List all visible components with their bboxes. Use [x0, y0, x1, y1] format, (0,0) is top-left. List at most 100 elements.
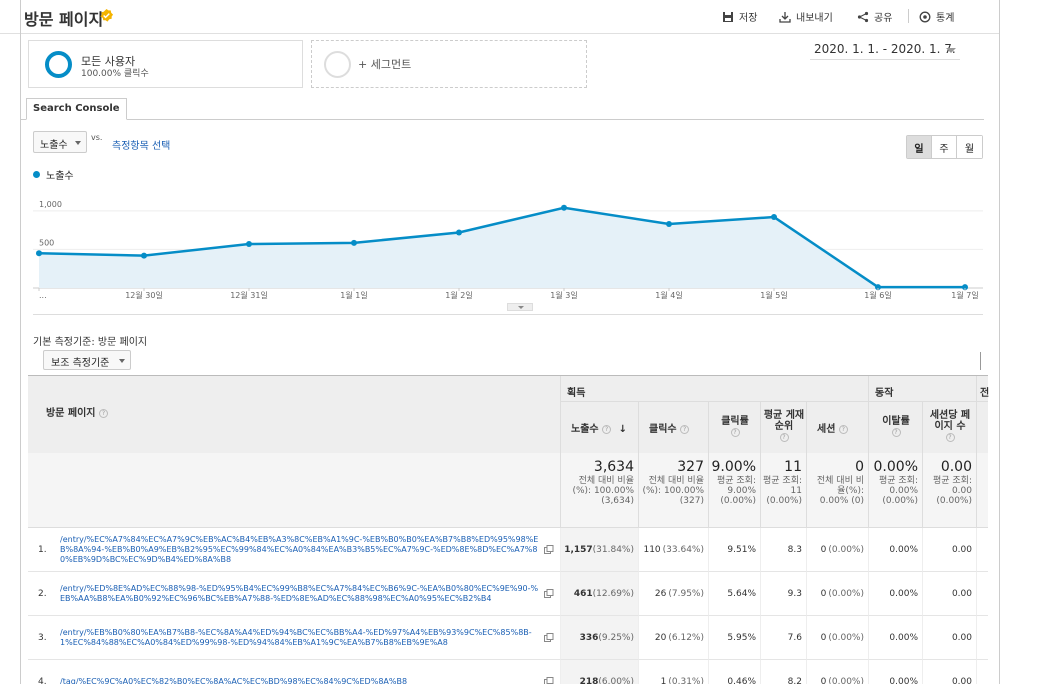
page-title: 방문 페이지 [24, 10, 104, 29]
export-button[interactable]: 내보내기 [779, 9, 833, 24]
select-metric-link[interactable]: 측정항목 선택 [112, 141, 171, 152]
verified-badge-icon [100, 8, 114, 22]
column-header-impressions[interactable]: 노출수 ? ↓ [560, 402, 638, 453]
series-line [38, 206, 965, 289]
cell-percent: (6.00%) [598, 676, 634, 684]
period-month-button[interactable]: 월 [957, 136, 982, 158]
impressions-chart: 1,000 500... 12월 30일 12월 31일 1월 1일 1월 2일 1월 3일… [33, 200, 983, 300]
add-segment-button[interactable]: + 세그먼트 [311, 40, 587, 88]
metric-dropdown[interactable]: 노출수 [33, 131, 87, 153]
data-point[interactable] [141, 252, 147, 259]
summary-detail: 평균 조회: 11 (0.00%) [763, 476, 803, 506]
cell-value: 0 [820, 632, 827, 643]
landing-page-link[interactable]: /entry/%ED%8E%AD%EC%88%98-%ED%95%B4%EC%9… [60, 583, 539, 603]
data-point[interactable] [962, 284, 968, 291]
cell-value: 218 [579, 676, 599, 684]
landing-page-link[interactable]: /tag/%EC%9C%A0%EC%82%B0%EC%8A%AC%EC%BD%9… [60, 676, 408, 684]
secondary-dimension-dropdown[interactable]: 보조 측정기준 [43, 350, 131, 370]
cell-percent: (33.64%) [662, 544, 704, 555]
help-icon: ? [602, 424, 612, 434]
help-icon: ? [838, 424, 848, 434]
summary-sessions: 0 전체 대비 비율(%): 0.00% (0) [806, 453, 868, 528]
data-point[interactable] [666, 220, 672, 227]
cell-value: 20 [654, 632, 667, 643]
period-day-button[interactable]: 일 [907, 136, 932, 158]
save-button[interactable]: 저장 [722, 9, 757, 24]
primary-dimension-label: 기본 측정기준: 방문 페이지 [33, 337, 148, 348]
help-icon: ? [98, 408, 108, 418]
row-number: 4. [38, 676, 47, 684]
insights-button[interactable]: 통계 [919, 9, 954, 24]
sessions-header-label: 세션 [817, 424, 836, 435]
summary-row-label [28, 453, 560, 528]
cell-truncated [976, 660, 988, 684]
column-header-bounce-rate[interactable]: 이탈률 ? [868, 402, 922, 453]
data-point[interactable] [875, 284, 881, 291]
table-scroll-edge [980, 352, 984, 370]
summary-pages-per-session: 0.00 평균 조회: 0.00 (0.00%) [922, 453, 976, 528]
date-range-picker[interactable]: 2020. 1. 1. - 2020. 1. 7. [810, 40, 960, 60]
cell-value: 0.00% [889, 676, 918, 684]
date-range-label: 2020. 1. 1. - 2020. 1. 7. [814, 42, 956, 56]
cell-bounce-rate: 0.00% [868, 660, 922, 684]
column-header-ctr[interactable]: 클릭률 ? [708, 402, 760, 453]
cell-value: 8.3 [787, 544, 802, 555]
x-tick-label: 12월 30일 [125, 290, 163, 300]
vs-label: vs. [91, 133, 103, 142]
cell-truncated [976, 616, 988, 660]
segment-all-users[interactable]: 모든 사용자 100.00% 클릭수 [28, 40, 303, 88]
cell-percent: (0.31%) [668, 676, 704, 684]
landing-page-link[interactable]: /entry/%EB%B0%80%EA%B7%B8-%EC%8A%A4%ED%9… [60, 627, 532, 647]
metric-dropdown-label: 노출수 [40, 140, 68, 151]
open-page-icon[interactable] [544, 677, 554, 684]
column-header-clicks[interactable]: 클릭수 ? [638, 402, 708, 453]
tab-search-console[interactable]: Search Console [26, 98, 127, 120]
cell-impressions: 218 (6.00%) [560, 660, 638, 684]
table-row: 1. /entry/%EC%A7%84%EC%A7%9C%EB%AC%B4%EB%… [28, 528, 560, 572]
cell-clicks: 20 (6.12%) [638, 616, 708, 660]
data-point[interactable] [771, 214, 777, 221]
chart-divider [33, 314, 983, 315]
cell-truncated [976, 528, 988, 572]
segment-share: 100.00% 클릭수 [81, 69, 149, 79]
report-header: 방문 페이지 저장 내보내기 공유 통계 [0, 0, 1000, 34]
data-point[interactable] [561, 204, 567, 211]
cell-value: 0 [820, 588, 827, 599]
summary-detail: 평균 조회: 9.00% (0.00%) [716, 476, 756, 506]
data-point[interactable] [36, 250, 42, 257]
x-tick-label: ... [39, 291, 47, 300]
help-icon: ? [891, 427, 901, 437]
summary-bounce-rate: 0.00% 평균 조회: 0.00% (0.00%) [868, 453, 922, 528]
summary-impressions: 3,634 전체 대비 비율(%): 100.00% (3,634) [560, 453, 638, 528]
share-button[interactable]: 공유 [857, 9, 892, 24]
add-segment-label: + 세그먼트 [358, 58, 412, 71]
column-header-landing-page[interactable]: 방문 페이지 ? [28, 376, 560, 453]
cell-value: 0 [820, 544, 827, 555]
column-header-truncated [976, 402, 988, 453]
sort-down-icon: ↓ [618, 424, 627, 435]
column-header-avg-position[interactable]: 평균 게재순위 ? [760, 402, 806, 453]
open-page-icon[interactable] [544, 589, 554, 598]
data-point[interactable] [246, 241, 252, 248]
summary-value: 3,634 [593, 459, 634, 475]
column-header-label: 방문 페이지 [46, 408, 96, 419]
cell-avg-position: 7.6 [760, 616, 806, 660]
avg-position-header-label: 평균 게재순위 [763, 410, 805, 432]
data-point[interactable] [456, 229, 462, 236]
cell-value: 0.00% [889, 544, 918, 555]
chevron-down-icon [946, 48, 956, 53]
summary-value: 9.00% [711, 459, 756, 475]
open-page-icon[interactable] [544, 633, 554, 642]
chart-resize-handle[interactable] [507, 303, 533, 311]
y-tick-label: 500 [39, 238, 54, 247]
table-row: 3. /entry/%EB%B0%80%EA%B7%B8-%EC%8A%A4%ED… [28, 616, 560, 660]
period-week-button[interactable]: 주 [932, 136, 957, 158]
cell-value: 8.2 [787, 676, 802, 684]
column-header-sessions[interactable]: 세션 ? [806, 402, 868, 453]
open-page-icon[interactable] [544, 545, 554, 554]
landing-page-link[interactable]: /entry/%EC%A7%84%EC%A7%9C%EB%AC%B4%EB%A3… [60, 534, 539, 564]
cell-clicks: 1 (0.31%) [638, 660, 708, 684]
insights-icon [919, 11, 931, 22]
column-header-pages-per-session[interactable]: 세션당 페이지 수 ? [922, 402, 976, 453]
data-point[interactable] [351, 239, 357, 246]
